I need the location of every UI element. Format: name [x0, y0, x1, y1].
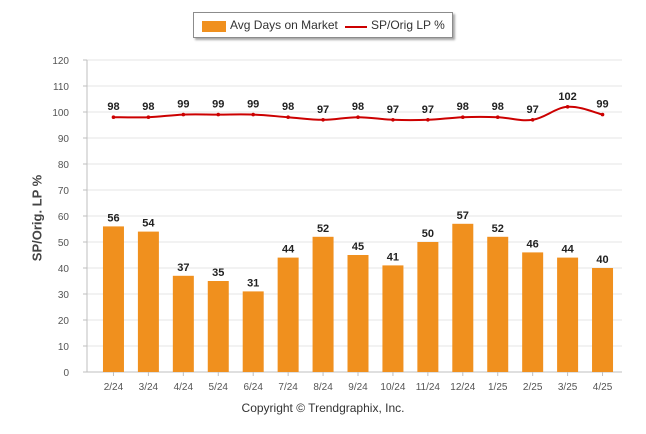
y-tick-label: 100 — [52, 108, 69, 119]
y-tick-label: 120 — [52, 56, 69, 67]
line-point[interactable] — [461, 115, 465, 119]
bar-value-label: 44 — [561, 244, 574, 256]
legend-line-swatch — [345, 26, 367, 28]
legend: Avg Days on Market SP/Orig LP % — [193, 12, 453, 38]
x-tick-label: 7/24 — [278, 382, 298, 393]
line-value-label: 98 — [492, 101, 504, 113]
line-point[interactable] — [600, 112, 605, 117]
y-tick-label: 40 — [58, 264, 70, 275]
y-tick-label: 20 — [58, 316, 70, 327]
bar-4-24[interactable] — [172, 275, 194, 372]
bar-series — [102, 223, 614, 372]
bar-value-label: 44 — [282, 244, 295, 256]
line-point[interactable] — [495, 115, 500, 119]
line-point[interactable] — [530, 118, 535, 122]
y-tick-label: 60 — [58, 212, 70, 223]
line-value-label: 97 — [387, 104, 399, 116]
x-tick-label: 2/25 — [523, 382, 543, 393]
bar-4-25[interactable] — [592, 268, 614, 372]
y-tick-label: 50 — [58, 238, 70, 249]
legend-line-label: SP/Orig LP % — [371, 18, 445, 32]
line-point[interactable] — [146, 115, 151, 119]
bar-value-label: 45 — [352, 241, 364, 253]
y-tick-label: 110 — [53, 82, 69, 93]
line-value-label: 98 — [107, 101, 119, 113]
copyright-footer: Copyright © Trendgraphix, Inc. — [241, 401, 405, 415]
x-tick-label: 11/24 — [416, 382, 441, 393]
line-point[interactable] — [426, 118, 430, 122]
bar-6-24[interactable] — [242, 291, 264, 372]
line-point[interactable] — [356, 115, 360, 119]
line-value-label: 99 — [212, 99, 224, 111]
bar-value-label: 52 — [317, 223, 329, 235]
line-value-label: 97 — [527, 104, 539, 116]
bar-5-24[interactable] — [207, 281, 229, 372]
line-value-label: 97 — [317, 104, 329, 116]
bar-value-label: 54 — [142, 218, 155, 230]
x-tick-label: 8/24 — [313, 382, 333, 393]
line-point[interactable] — [565, 105, 570, 109]
bar-9-24[interactable] — [347, 255, 369, 372]
y-tick-label: 80 — [58, 160, 70, 171]
bar-7-24[interactable] — [277, 257, 299, 372]
x-tick-label: 2/24 — [104, 382, 124, 393]
y-tick-label: 10 — [58, 342, 70, 353]
y-tick-label: 70 — [58, 186, 70, 197]
bar-value-label: 52 — [492, 223, 504, 235]
line-value-label: 97 — [422, 104, 434, 116]
line-value-label: 98 — [282, 101, 294, 113]
y-tick-label: 0 — [63, 368, 69, 379]
line-point[interactable] — [391, 118, 395, 122]
bar-12-24[interactable] — [452, 223, 474, 372]
line-value-label: 98 — [352, 101, 364, 113]
bar-3-25[interactable] — [557, 257, 579, 372]
bar-1-25[interactable] — [487, 236, 509, 372]
x-tick-label: 3/25 — [558, 382, 578, 393]
line-point[interactable] — [111, 115, 116, 119]
y-tick-label: 30 — [58, 290, 70, 301]
line-series — [111, 105, 605, 122]
line-value-label: 99 — [177, 99, 189, 111]
bar-value-label: 35 — [212, 267, 224, 279]
x-tick-label: 1/25 — [488, 382, 508, 393]
line-value-label: 98 — [457, 101, 469, 113]
line-point[interactable] — [181, 112, 186, 117]
bar-value-label: 31 — [247, 277, 259, 289]
x-tick-label: 3/24 — [139, 382, 159, 393]
legend-bar-label: Avg Days on Market — [230, 18, 338, 32]
bar-value-label: 57 — [457, 210, 469, 222]
line-point[interactable] — [321, 118, 325, 122]
x-tick-label: 4/24 — [174, 382, 194, 393]
line-value-label: 99 — [596, 99, 608, 111]
line-point[interactable] — [286, 115, 290, 119]
bar-value-label: 46 — [527, 238, 539, 250]
legend-bar-swatch — [202, 21, 226, 32]
bar-3-24[interactable] — [137, 231, 159, 372]
bar-value-label: 40 — [596, 254, 608, 266]
x-tick-label: 4/25 — [593, 382, 613, 393]
bar-11-24[interactable] — [417, 242, 439, 372]
bar-value-label: 37 — [177, 262, 189, 274]
line-point[interactable] — [216, 112, 221, 117]
bar-value-label: 56 — [107, 212, 119, 224]
y-tick-label: 90 — [58, 134, 70, 145]
x-tick-label: 10/24 — [380, 382, 405, 393]
bar-10-24[interactable] — [382, 265, 404, 372]
data-labels: 56 54 37 35 31 44 52 45 41 50 57 52 46 44 40 98 98 99 99 99… — [107, 91, 608, 290]
x-tick-label: 5/24 — [209, 382, 229, 393]
bar-value-label: 41 — [387, 251, 399, 263]
bar-8-24[interactable] — [312, 236, 334, 372]
line-value-label: 102 — [558, 91, 576, 103]
bar-2-25[interactable] — [522, 252, 544, 372]
bar-value-label: 50 — [422, 228, 434, 240]
line-point[interactable] — [251, 112, 255, 117]
x-tick-label: 6/24 — [243, 382, 263, 393]
x-tick-label: 12/24 — [450, 382, 475, 393]
line-value-label: 98 — [142, 101, 154, 113]
bar-2-24[interactable] — [102, 226, 124, 372]
x-tick-label: 9/24 — [348, 382, 368, 393]
y-axis-label: SP/Orig. LP % — [29, 174, 45, 262]
line-value-label: 99 — [247, 99, 259, 111]
